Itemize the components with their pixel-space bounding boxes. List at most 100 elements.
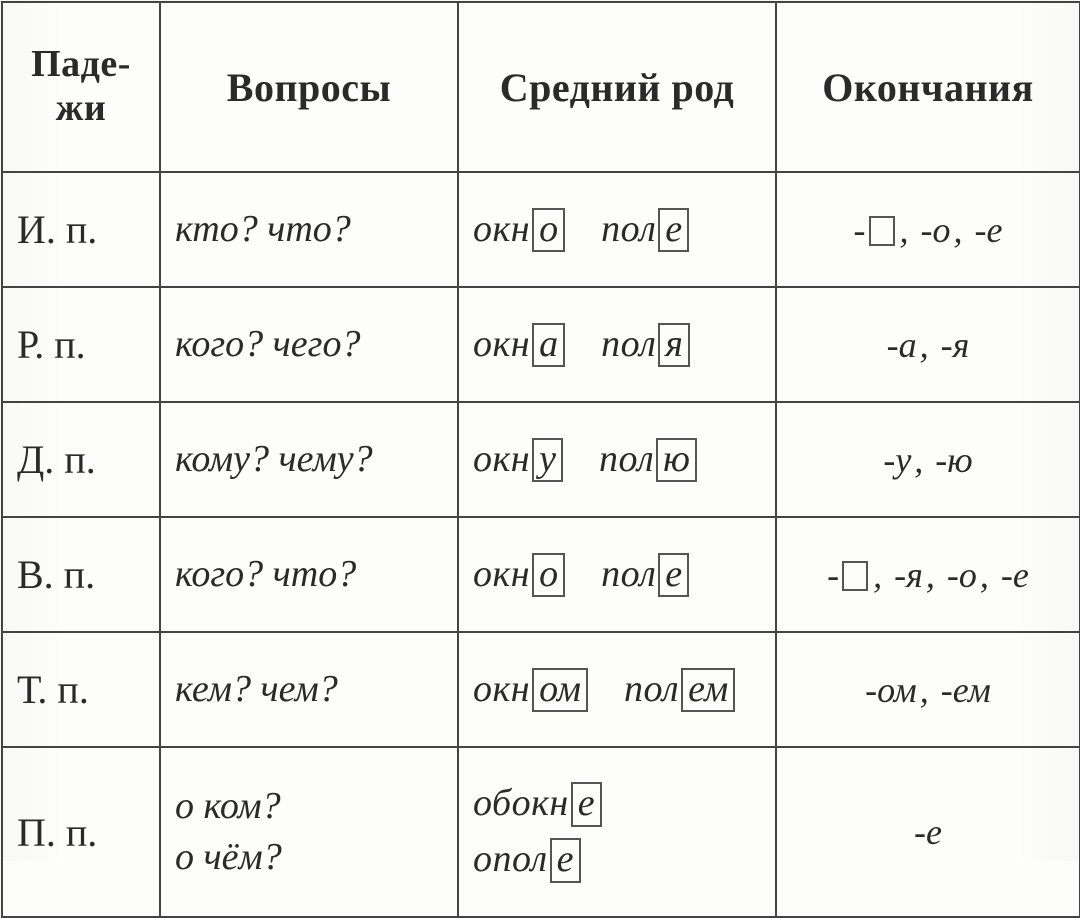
endings-cell: -, -о, -е bbox=[776, 172, 1080, 287]
ending-suffix: -а bbox=[887, 325, 917, 365]
endings-cell: -, -я, -о, -е bbox=[776, 517, 1080, 632]
examples-cell: об окнео поле bbox=[458, 747, 776, 917]
examples-cell: окнаполя bbox=[458, 287, 776, 402]
example-ending-box: о bbox=[532, 553, 565, 598]
example-stem: окн bbox=[512, 781, 569, 825]
ending-suffix: -ом bbox=[865, 670, 917, 710]
question-text: кем? чем? bbox=[175, 664, 443, 715]
example-ending-box: а bbox=[532, 323, 565, 368]
example-ending-box: е bbox=[658, 553, 689, 598]
example-ending-box: о bbox=[532, 208, 565, 253]
zero-ending-box bbox=[869, 216, 895, 246]
ending-suffix: -ем bbox=[941, 670, 991, 710]
questions-cell: кем? чем? bbox=[160, 632, 458, 747]
example-ending-box: е bbox=[571, 782, 602, 827]
case-cell: Т. п. bbox=[2, 632, 160, 747]
ending-suffix: -у bbox=[883, 440, 911, 480]
example-ending-box: я bbox=[658, 323, 690, 368]
questions-cell: кого? что? bbox=[160, 517, 458, 632]
ending-suffix: -е bbox=[914, 812, 942, 852]
ending-suffix: -я bbox=[894, 555, 923, 595]
ending-separator: , bbox=[926, 555, 944, 595]
endings-cell: -ом, -ем bbox=[776, 632, 1080, 747]
ending-suffix: -я bbox=[941, 325, 970, 365]
table-row: Т. п.кем? чем?окномполем-ом, -ем bbox=[2, 632, 1080, 747]
header-row: Паде- жи Вопросы Средний род Окончания bbox=[2, 2, 1080, 172]
example-stem: окн bbox=[473, 667, 530, 711]
example-word: окно bbox=[473, 207, 565, 253]
table-row: Д. п.кому? чему?окнуполю-у, -ю bbox=[2, 402, 1080, 517]
example-ending-box: ом bbox=[532, 668, 588, 713]
header-neuter: Средний род bbox=[458, 2, 776, 172]
ending-separator: , bbox=[914, 440, 932, 480]
ending-hyphen: - bbox=[827, 555, 839, 595]
example-ending-box: е bbox=[550, 838, 581, 883]
examples-cell: окномполем bbox=[458, 632, 776, 747]
question-text: кому? чему? bbox=[175, 434, 443, 485]
examples-cell: окнополе bbox=[458, 172, 776, 287]
example-prefix: об bbox=[473, 781, 512, 825]
example-word: поля bbox=[601, 322, 690, 368]
header-cases: Паде- жи bbox=[2, 2, 160, 172]
example-word: об окне bbox=[473, 781, 761, 827]
questions-cell: о ком?о чём? bbox=[160, 747, 458, 917]
endings-cell: -у, -ю bbox=[776, 402, 1080, 517]
ending-separator: , bbox=[900, 210, 918, 250]
question-text: кто? что? bbox=[175, 204, 443, 255]
endings-cell: -е bbox=[776, 747, 1080, 917]
example-word: полем bbox=[624, 667, 735, 713]
page: Паде- жи Вопросы Средний род Окончания И… bbox=[0, 1, 1080, 861]
table-body: И. п.кто? что?окнополе-, -о, -еР. п.кого… bbox=[2, 172, 1080, 917]
examples-cell: окнополе bbox=[458, 517, 776, 632]
example-stem: пол bbox=[601, 322, 656, 366]
examples-column: об окнео поле bbox=[473, 781, 761, 883]
questions-cell: кто? что? bbox=[160, 172, 458, 287]
question-text: о чём? bbox=[175, 832, 443, 883]
header-endings: Окончания bbox=[776, 2, 1080, 172]
ending-suffix: -о bbox=[947, 555, 977, 595]
declension-table: Паде- жи Вопросы Средний род Окончания И… bbox=[1, 1, 1080, 918]
example-ending-box: ем bbox=[681, 668, 735, 713]
ending-hyphen: - bbox=[854, 210, 866, 250]
ending-separator: , bbox=[920, 670, 938, 710]
example-word: полю bbox=[599, 437, 697, 483]
examples-row: окномполем bbox=[473, 667, 761, 713]
case-cell: В. п. bbox=[2, 517, 160, 632]
endings-cell: -а, -я bbox=[776, 287, 1080, 402]
example-word: окну bbox=[473, 437, 563, 483]
examples-row: окнополе bbox=[473, 207, 761, 253]
header-questions: Вопросы bbox=[160, 2, 458, 172]
zero-ending-box bbox=[842, 561, 868, 591]
ending-suffix: -е bbox=[1001, 555, 1029, 595]
example-stem: пол bbox=[624, 667, 679, 711]
example-stem: окн bbox=[473, 552, 530, 596]
ending-suffix: -ю bbox=[935, 440, 972, 480]
table-row: И. п.кто? что?окнополе-, -о, -е bbox=[2, 172, 1080, 287]
example-stem: окн bbox=[473, 207, 530, 251]
example-word: окном bbox=[473, 667, 588, 713]
ending-suffix: -о bbox=[921, 210, 951, 250]
case-cell: Р. п. bbox=[2, 287, 160, 402]
example-word: окна bbox=[473, 322, 565, 368]
example-stem: окн bbox=[473, 437, 530, 481]
question-text: кого? что? bbox=[175, 549, 443, 600]
table-row: В. п. кого? что? окнополе -, -я, -о, -е bbox=[2, 517, 1080, 632]
example-word: поле bbox=[601, 207, 689, 253]
example-ending-box: е bbox=[658, 208, 689, 253]
examples-row: окнополе bbox=[473, 552, 761, 598]
ending-zero: - bbox=[827, 555, 870, 595]
header-cases-line2: жи bbox=[56, 87, 106, 129]
ending-separator: , bbox=[954, 210, 972, 250]
case-cell: И. п. bbox=[2, 172, 160, 287]
table-row: П. п.о ком?о чём?об окнео поле-е bbox=[2, 747, 1080, 917]
ending-suffix: -е bbox=[975, 210, 1003, 250]
question-text: кого? чего? bbox=[175, 319, 443, 370]
examples-row: окнуполю bbox=[473, 437, 761, 483]
case-cell: Д. п. bbox=[2, 402, 160, 517]
example-stem: пол bbox=[493, 837, 548, 881]
example-prefix: о bbox=[473, 837, 493, 881]
example-ending-box: у bbox=[532, 438, 563, 483]
examples-row: окнаполя bbox=[473, 322, 761, 368]
example-stem: пол bbox=[601, 552, 656, 596]
example-word: поле bbox=[601, 552, 689, 598]
